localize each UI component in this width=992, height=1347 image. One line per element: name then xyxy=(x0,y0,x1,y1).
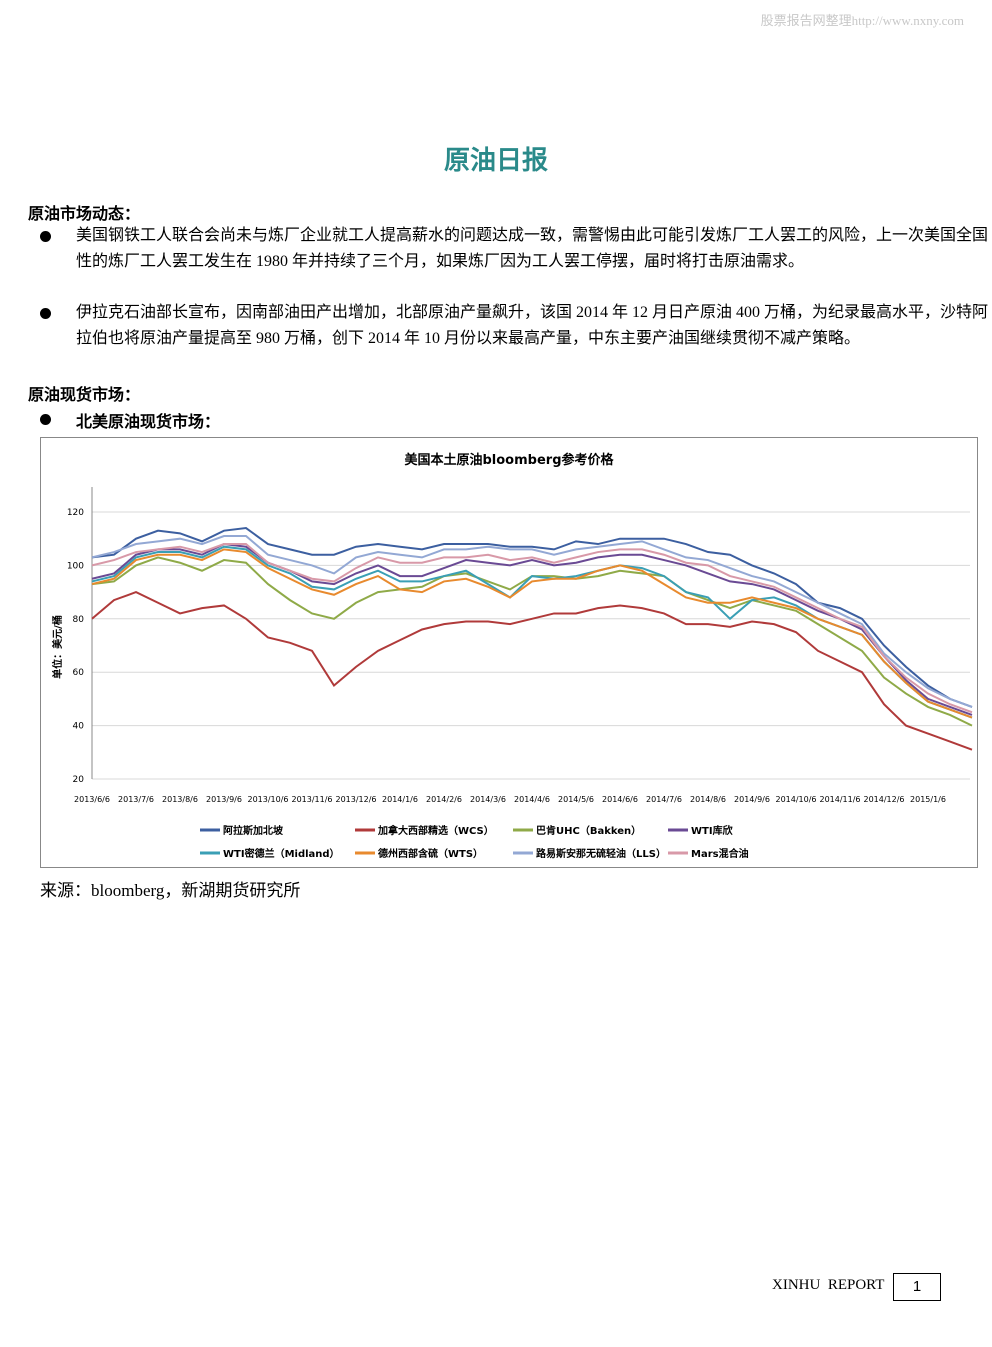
series-line xyxy=(91,543,973,714)
bullet xyxy=(40,308,51,319)
report-title: 原油日报 xyxy=(443,146,548,175)
chart: 美国本土原油bloomberg参考价格 单位：美元/桶 20 40 60 80 100 1… xyxy=(40,437,978,868)
series-line xyxy=(91,543,973,716)
bullet xyxy=(40,231,51,242)
x-tick-label: 2014/12/6 xyxy=(863,795,904,804)
x-tick-label: 2014/6/6 xyxy=(602,795,638,804)
x-tick-label: 2014/1/6 xyxy=(382,795,418,804)
x-tick-label: 2013/10/6 xyxy=(247,795,288,804)
legend-label: Mars混合油 xyxy=(691,847,749,860)
y-tick-label: 120 xyxy=(67,508,84,518)
x-tick-label: 2014/8/6 xyxy=(690,795,726,804)
x-tick-label: 2014/3/6 xyxy=(470,795,506,804)
x-tick-label: 2014/10/6 xyxy=(775,795,816,804)
bullet-text: 美国钢铁工人联合会尚未与炼厂企业就工人提高薪水的问题达成一致，需警惕由此可能引发… xyxy=(76,227,989,270)
y-axis-label: 单位：美元/桶 xyxy=(51,615,64,679)
section-heading: 原油市场动态： xyxy=(28,206,141,223)
bullet-text: 伊拉克石油部长宣布，因南部油田产出增加，北部原油产量飙升，该国 2014 年 1… xyxy=(76,304,989,347)
x-tick-label: 2013/11/6 xyxy=(291,795,332,804)
y-tick-label: 80 xyxy=(73,615,85,625)
legend-label: 加拿大西部精选（WCS） xyxy=(377,824,494,837)
y-tick-label: 20 xyxy=(73,775,85,785)
series-line xyxy=(91,535,973,708)
legend-label: WTI密德兰（Midland） xyxy=(223,847,340,860)
source: 来源：bloomberg，新湖期货研究所 xyxy=(40,881,301,900)
legend-label: WTI库欣 xyxy=(691,824,734,837)
footer-brand: XINHU REPORT xyxy=(772,1277,885,1293)
legend-label: 阿拉斯加北坡 xyxy=(223,824,284,837)
x-tick-label: 2013/12/6 xyxy=(335,795,376,804)
watermark: 股票报告网整理http://www.nxny.com xyxy=(760,13,964,28)
legend-label: 德州西部含硫（WTS） xyxy=(377,847,483,860)
chart-title: 美国本土原油bloomberg参考价格 xyxy=(404,452,614,468)
series-line xyxy=(91,548,973,719)
sub-heading: 北美原油现货市场： xyxy=(76,414,221,431)
section-heading: 原油现货市场： xyxy=(28,387,141,404)
legend-label: 巴肯UHC（Bakken） xyxy=(536,824,641,837)
x-tick-label: 2013/9/6 xyxy=(206,795,242,804)
page-number: 1 xyxy=(893,1273,941,1301)
x-tick-label: 2014/4/6 xyxy=(514,795,550,804)
x-tick-label: 2015/1/6 xyxy=(910,795,946,804)
x-tick-label: 2013/6/6 xyxy=(74,795,110,804)
series-line xyxy=(91,526,973,708)
legend-label: 路易斯安那无硫轻油（LLS） xyxy=(536,847,666,860)
x-tick-label: 2014/5/6 xyxy=(558,795,594,804)
x-tick-label: 2014/9/6 xyxy=(734,795,770,804)
y-tick-label: 100 xyxy=(67,561,84,571)
y-tick-label: 60 xyxy=(73,668,85,678)
y-tick-label: 40 xyxy=(73,722,85,732)
x-tick-label: 2014/2/6 xyxy=(426,795,462,804)
x-tick-label: 2014/7/6 xyxy=(646,795,682,804)
x-tick-label: 2013/8/6 xyxy=(162,795,198,804)
x-tick-label: 2013/7/6 xyxy=(118,795,154,804)
x-tick-label: 2014/11/6 xyxy=(819,795,860,804)
bullet xyxy=(40,414,51,425)
series-line xyxy=(91,591,973,751)
